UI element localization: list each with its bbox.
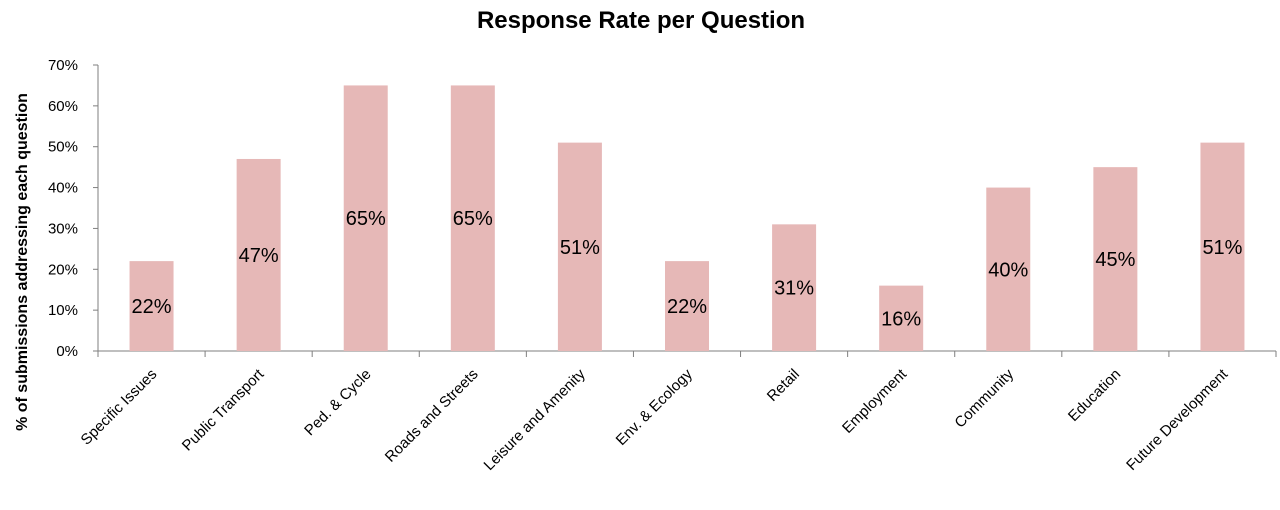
bar <box>129 261 174 351</box>
plot-area: 0% 10% 20% 30% 40% 50% 60% 70% 22% Specific Issue… <box>48 57 1277 474</box>
data-label: 16% <box>881 308 921 330</box>
bar <box>879 285 924 351</box>
category-label: Education <box>1065 366 1124 425</box>
data-label: 22% <box>667 296 707 318</box>
bar <box>450 85 495 351</box>
data-label: 65% <box>453 208 493 230</box>
bar <box>557 142 602 351</box>
bar <box>772 224 817 351</box>
bar <box>236 158 281 351</box>
bar <box>1200 142 1245 351</box>
y-tick-label: 50% <box>48 139 78 156</box>
y-tick-label: 20% <box>48 261 78 278</box>
data-label: 40% <box>988 259 1028 281</box>
category-label: Leisure and Amenity <box>481 365 589 473</box>
data-label: 22% <box>132 296 172 318</box>
data-label: 65% <box>346 208 386 230</box>
data-label: 51% <box>560 237 600 259</box>
y-tick-label: 30% <box>48 220 78 237</box>
y-tick-label: 40% <box>48 180 78 197</box>
category-label: Ped. & Cycle <box>301 366 374 439</box>
bar <box>986 187 1031 351</box>
category-label: Community <box>951 365 1017 431</box>
category-label: Env. & Ecology <box>613 365 697 449</box>
bar <box>665 261 709 351</box>
y-tick-label: 0% <box>56 343 78 360</box>
chart-title: Response Rate per Question <box>477 7 805 34</box>
data-label: 47% <box>239 245 279 267</box>
category-label: Retail <box>764 366 803 405</box>
category-label: Specific Issues <box>78 366 161 449</box>
data-label: 45% <box>1095 249 1135 271</box>
category-label: Future Development <box>1123 365 1232 474</box>
category-label: Roads and Streets <box>382 366 482 466</box>
y-tick-label: 70% <box>48 57 78 74</box>
category-label: Employment <box>839 365 911 437</box>
data-label: 51% <box>1202 237 1242 259</box>
bar <box>1093 167 1138 351</box>
y-tick-label: 10% <box>48 302 78 319</box>
category-label: Public Transport <box>179 365 268 454</box>
data-label: 31% <box>774 278 814 300</box>
y-tick-label: 60% <box>48 98 78 115</box>
bar <box>343 85 388 351</box>
y-axis-label: % of submissions addressing each questio… <box>14 93 31 431</box>
